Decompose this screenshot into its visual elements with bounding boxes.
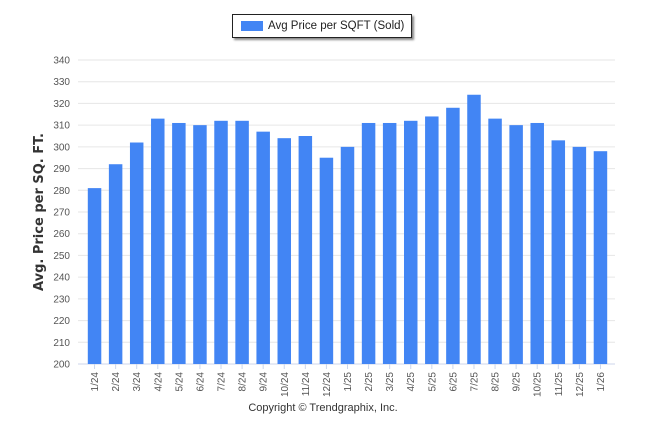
x-tick-label: 10/24	[280, 372, 291, 397]
bar[interactable]	[319, 157, 334, 364]
x-tick-label: 7/24	[217, 372, 228, 392]
y-tick-label: 330	[53, 77, 70, 88]
y-axis-label: Avg. Price per SQ. FT.	[32, 133, 47, 291]
y-tick-label: 320	[53, 99, 70, 110]
x-tick-label: 8/25	[491, 372, 502, 392]
x-tick-label: 2/24	[111, 372, 122, 392]
x-tick-label: 6/24	[195, 372, 206, 392]
bar[interactable]	[87, 188, 102, 364]
y-tick-label: 230	[53, 294, 70, 305]
x-tick-label: 12/25	[575, 372, 586, 397]
legend[interactable]: Avg Price per SQFT (Sold)	[232, 14, 412, 38]
y-tick-label: 240	[53, 273, 70, 284]
x-tick-label: 1/26	[596, 372, 607, 392]
y-tick-label: 270	[53, 208, 70, 219]
bar[interactable]	[172, 122, 186, 364]
bar[interactable]	[488, 118, 502, 364]
y-axis-ticks: 200 210 220 230 240 250 260 270 280 290 300 310 320 3…	[53, 56, 70, 371]
bar[interactable]	[593, 151, 608, 364]
x-tick-label: 4/25	[406, 372, 417, 392]
bar[interactable]	[467, 94, 481, 364]
x-tick-label: 11/24	[301, 372, 312, 397]
x-tick-label: 9/24	[259, 372, 270, 392]
bar[interactable]	[193, 125, 207, 365]
y-tick-label: 250	[53, 251, 70, 262]
x-tick-label: 9/25	[512, 372, 523, 392]
x-tick-label: 8/24	[238, 372, 249, 392]
y-tick-label: 340	[53, 56, 70, 67]
bar[interactable]	[446, 107, 460, 365]
bar[interactable]	[425, 116, 439, 364]
bar[interactable]	[256, 131, 270, 364]
x-tick-label: 4/24	[153, 372, 164, 392]
x-tick-label: 12/24	[322, 372, 333, 397]
bar[interactable]	[530, 122, 544, 364]
copyright-text: Copyright © Trendgraphix, Inc.	[248, 402, 398, 414]
bar[interactable]	[298, 136, 313, 364]
x-tick-label: 10/25	[533, 372, 544, 397]
bar[interactable]	[403, 120, 418, 364]
bar[interactable]	[151, 118, 165, 364]
x-axis-ticks: 1/24 2/24 3/24 4/24 5/24 6/24 7/24 8/24 9/24 10/2…	[90, 364, 607, 397]
y-tick-label: 210	[53, 338, 70, 349]
bar[interactable]	[108, 164, 123, 364]
legend-label: Avg Price per SQFT (Sold)	[268, 20, 405, 32]
bar[interactable]	[361, 122, 376, 364]
y-tick-label: 260	[53, 229, 70, 240]
bar[interactable]	[214, 120, 228, 364]
y-tick-label: 310	[53, 121, 70, 132]
bar[interactable]	[129, 142, 144, 364]
bar[interactable]	[235, 120, 249, 364]
x-tick-label: 7/25	[469, 372, 480, 392]
x-tick-label: 11/25	[554, 372, 565, 397]
x-tick-label: 5/24	[174, 372, 185, 392]
x-tick-label: 3/25	[385, 372, 396, 392]
bar[interactable]	[572, 146, 587, 364]
bar[interactable]	[509, 125, 523, 365]
x-tick-label: 5/25	[427, 372, 438, 392]
legend-swatch	[241, 21, 263, 31]
bars	[87, 94, 608, 365]
x-tick-label: 6/25	[448, 372, 459, 392]
y-tick-label: 220	[53, 316, 70, 327]
x-tick-label: 3/24	[132, 372, 143, 392]
y-tick-label: 290	[53, 164, 70, 175]
bar[interactable]	[340, 146, 355, 364]
x-tick-label: 1/24	[90, 372, 101, 392]
y-tick-label: 300	[53, 142, 70, 153]
bar[interactable]	[277, 138, 292, 364]
x-tick-label: 2/25	[364, 372, 375, 392]
bar[interactable]	[382, 122, 397, 364]
y-tick-label: 280	[53, 186, 70, 197]
y-tick-label: 200	[53, 360, 70, 371]
bar[interactable]	[551, 140, 566, 364]
x-tick-label: 1/25	[343, 372, 354, 392]
